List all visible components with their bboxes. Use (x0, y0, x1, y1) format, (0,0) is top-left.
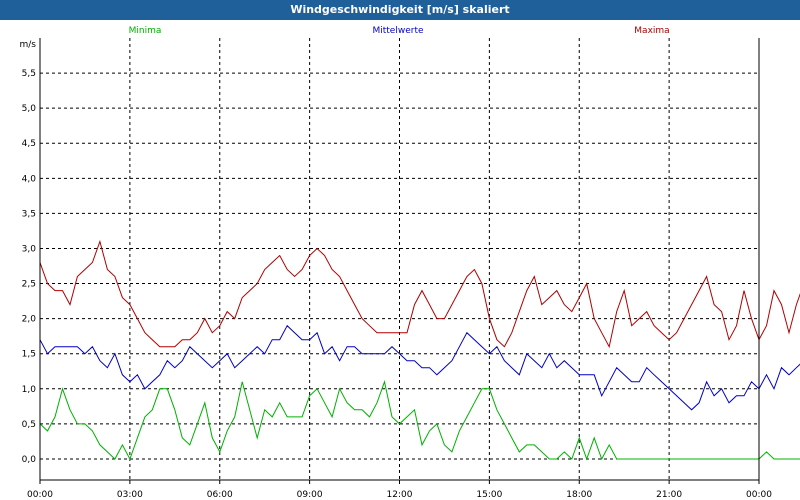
series-line-maxima (39, 239, 800, 349)
y-tick-label: 1,0 (22, 385, 37, 395)
x-tick-time: 03:00 (117, 490, 143, 500)
x-tick-time: 00:00 (746, 490, 772, 500)
y-tick-label: 0,5 (22, 420, 36, 430)
y-tick-label: 1,5 (22, 350, 36, 360)
x-tick-time: 15:00 (476, 490, 502, 500)
y-tick-label: 5,0 (22, 104, 37, 114)
axes: 0,0 0,5 1,0 1,5 2,0 2,5 3,0 3,5 4,0 4,5 5,0 5,5 m/s 0… (20, 38, 772, 500)
series-line-minima (39, 379, 800, 461)
y-tick-label: 5,5 (22, 69, 36, 79)
legend-entry-minima: Minima (129, 26, 162, 36)
x-tick-time: 09:00 (297, 490, 323, 500)
x-tick-time: 12:00 (387, 490, 413, 500)
legend: Minima Mittelwerte Maxima (129, 26, 670, 36)
legend-entry-mittelwerte: Mittelwerte (372, 26, 423, 36)
y-tick-label: 3,0 (22, 244, 37, 254)
x-tick-time: 06:00 (207, 490, 233, 500)
wind-speed-chart: 0,0 0,5 1,0 1,5 2,0 2,5 3,0 3,5 4,0 4,5 5,0 5,5 m/s 0… (20, 26, 800, 500)
y-tick-label: 2,5 (22, 280, 36, 290)
x-tick-time: 18:00 (566, 490, 592, 500)
y-tick-label: 2,0 (22, 315, 37, 325)
grid (40, 38, 759, 480)
y-tick-label: 0,0 (22, 455, 37, 465)
y-tick-label: 4,0 (22, 174, 37, 184)
y-axis-label: m/s (20, 40, 37, 50)
series-group (39, 239, 800, 461)
legend-entry-maxima: Maxima (634, 26, 669, 36)
x-tick-time: 21:00 (656, 490, 682, 500)
y-tick-label: 4,5 (22, 139, 36, 149)
x-tick-time: 00:00 (27, 490, 53, 500)
series-line-mittelwerte (39, 324, 800, 411)
chart-title: Windgeschwindigkeit [m/s] skaliert (0, 0, 800, 20)
y-tick-label: 3,5 (22, 209, 36, 219)
